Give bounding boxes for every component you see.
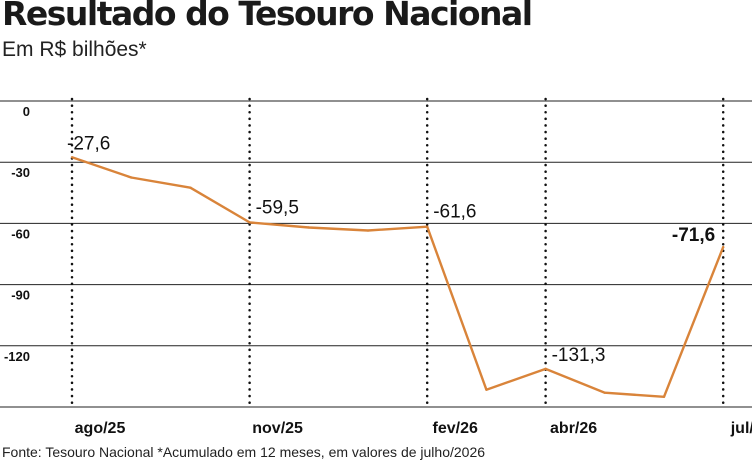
y-tick-label: -60 (11, 226, 30, 241)
x-tick-label: abr/26 (550, 420, 597, 437)
x-tick-label: fev/26 (433, 420, 478, 437)
source-note: Fonte: Tesouro Nacional *Acumulado em 12… (2, 444, 486, 460)
data-label: -131,3 (552, 345, 606, 366)
data-label: -61,6 (433, 202, 476, 223)
data-point (70, 156, 74, 159)
data-point (544, 367, 547, 371)
vertical-gridlines (70, 97, 725, 409)
x-tick-label: nov/25 (252, 420, 303, 437)
data-point (366, 229, 370, 232)
series-line (71, 156, 725, 398)
data-point (248, 221, 251, 224)
chart-title: Resultado do Tesouro Nacional (2, 0, 533, 33)
x-tick-label: jul/26 (730, 420, 752, 437)
axis-labels: 0 -30 -60 -90 -120 ago/25 nov/25 fev/26 abr/26 ju… (4, 104, 752, 437)
y-tick-label: -120 (4, 349, 30, 364)
x-tick-label: ago/25 (75, 420, 126, 437)
data-point (603, 391, 606, 394)
data-labels: -27,6 -59,5 -61,6 -131,3 -71,6 (67, 133, 715, 366)
y-tick-label: -90 (11, 288, 30, 303)
data-point (130, 176, 133, 179)
data-point (189, 186, 192, 189)
series-layer (70, 156, 725, 398)
data-point (307, 226, 310, 229)
chart-subtitle: Em R$ bilhões* (2, 38, 147, 61)
y-tick-label: 0 (23, 104, 30, 119)
data-point (485, 388, 488, 391)
data-label: -27,6 (67, 133, 110, 154)
data-label: -71,6 (672, 225, 715, 246)
y-tick-label: -30 (11, 165, 30, 180)
data-label: -59,5 (256, 197, 299, 218)
data-point (426, 225, 429, 228)
data-point (662, 395, 666, 398)
data-point (722, 245, 725, 249)
grid (0, 100, 752, 408)
